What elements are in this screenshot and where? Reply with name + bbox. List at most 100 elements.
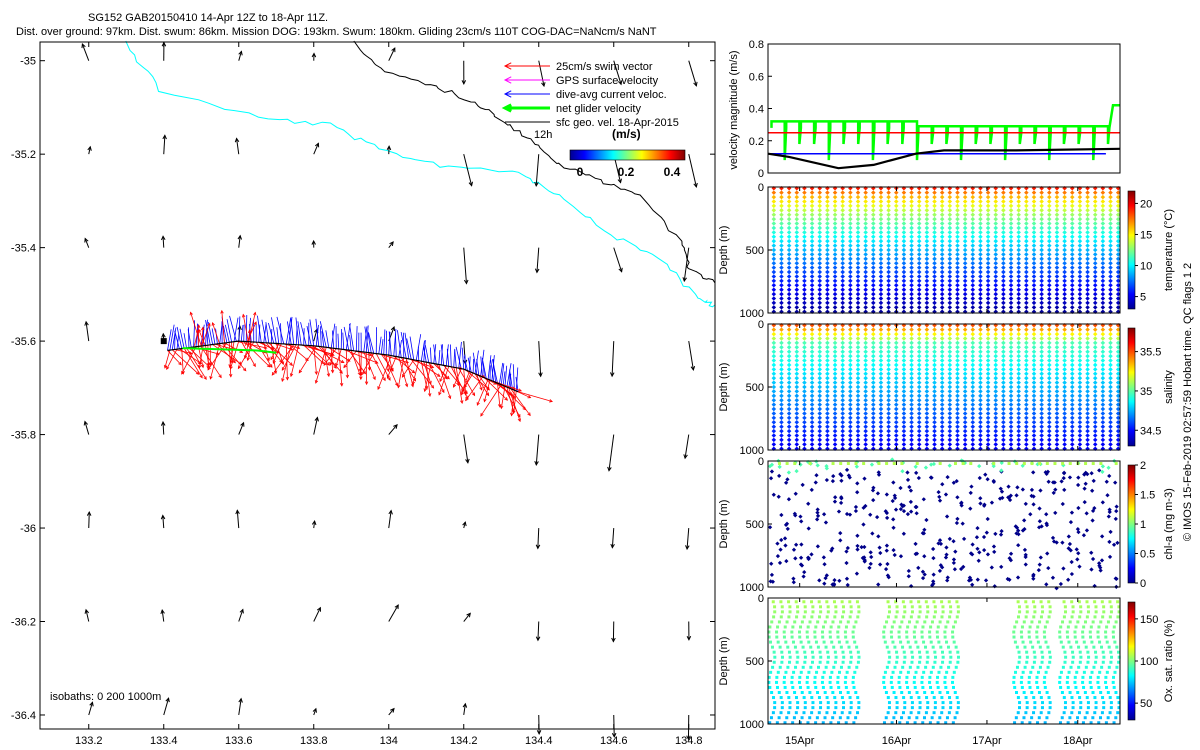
salinity-point [1085,331,1090,337]
oxygen-point [852,625,856,629]
oxygen-point [889,680,893,684]
salinity-point [871,340,876,346]
salinity-point [924,371,930,377]
temperature-point [970,212,976,217]
salinity-point [1054,393,1060,399]
salinity-point [809,442,815,447]
temperature-point [825,265,830,270]
salinity-point [1039,402,1044,407]
temperature-point [840,252,845,257]
temperature-point [909,230,914,235]
temperature-point [1039,247,1044,253]
oxygen-point [849,655,853,659]
oxygen-point [895,655,899,659]
salinity-point [939,397,945,403]
geo-arrow-head [534,460,539,466]
temperature-point [1047,221,1052,226]
temperature-point [901,296,907,301]
oxygen-point [938,716,942,720]
temperature-point [932,283,937,288]
chla-point [929,462,934,467]
temperature-point [802,300,807,306]
salinity-point [832,424,838,429]
chla-point [809,552,814,557]
salinity-point [840,437,845,443]
temperature-point [871,221,876,226]
salinity-point [993,402,999,407]
temperature-point [1085,194,1090,200]
dac-vector [440,344,443,365]
oxygen-point [898,625,902,629]
oxygen-point [824,665,828,669]
salinity-point [1016,411,1021,416]
temperature-point [863,238,868,244]
swim-vector [242,314,250,346]
temperature-point [1100,194,1106,200]
salinity-point [848,424,853,429]
temperature-point [1069,216,1075,222]
chla-point [951,557,957,562]
salinity-point [993,384,999,390]
temperature-point [771,265,777,270]
salinity-point [970,393,976,399]
swim-vector [476,379,489,406]
temperature-point [1054,274,1060,279]
salinity-point [802,371,807,377]
swim-vector [483,379,491,402]
salinity-point [840,428,845,434]
chla-point [1051,480,1056,485]
salinity-point [878,349,884,354]
salinity-point [779,397,784,403]
temperature-point [1085,225,1090,231]
temperature-point [1031,230,1037,235]
salinity-point [786,345,792,350]
temperature-point [978,216,983,222]
temperature-point [1100,287,1106,292]
velocity-axes: 00.20.40.60.8 [749,39,772,180]
temperature-point [939,225,945,231]
oxygen-point [882,635,886,639]
chla-point [999,460,1004,465]
temperature-point [978,199,983,204]
salinity-point [848,411,853,416]
geo-arrow [161,610,165,622]
oxygen-point [1073,635,1077,639]
oxygen-point [928,675,932,679]
salinity-point [1008,389,1014,394]
salinity-point [1001,420,1006,425]
temperature-point [794,216,800,222]
salinity-point [1024,411,1029,416]
temperature-point [955,274,960,279]
swim-vector [221,310,226,346]
temperature-point [832,194,838,200]
salinity-point [1031,406,1037,412]
velocity-y-tick-label: 0.2 [749,136,764,148]
oxygen-point [821,635,825,639]
oxygen-point [1062,696,1066,700]
oxygen-point [1108,615,1112,619]
temperature-point [1077,269,1083,275]
salinity-point [1092,358,1098,363]
geo-arrow-head [536,730,542,735]
temperature-point [848,234,853,240]
temperature-point [1047,296,1052,301]
temperature-point [901,238,907,244]
dac-vector [224,324,230,343]
salinity-point [848,384,853,390]
salinity-point [786,406,792,412]
salinity-point [786,327,792,332]
salinity-point [1031,442,1037,447]
chla-point [814,473,819,478]
colorbar-chla [1127,464,1136,584]
profile-points-oxygen [767,600,1121,725]
temperature-point [1062,265,1067,270]
temperature-point [893,274,899,279]
temperature-point [825,287,830,292]
chla-surface-point [1015,462,1019,466]
temperature-point [886,203,891,209]
temperature-point [840,221,845,226]
temperature-point [802,225,807,231]
oxygen-point [1101,660,1105,664]
salinity-point [955,349,960,354]
